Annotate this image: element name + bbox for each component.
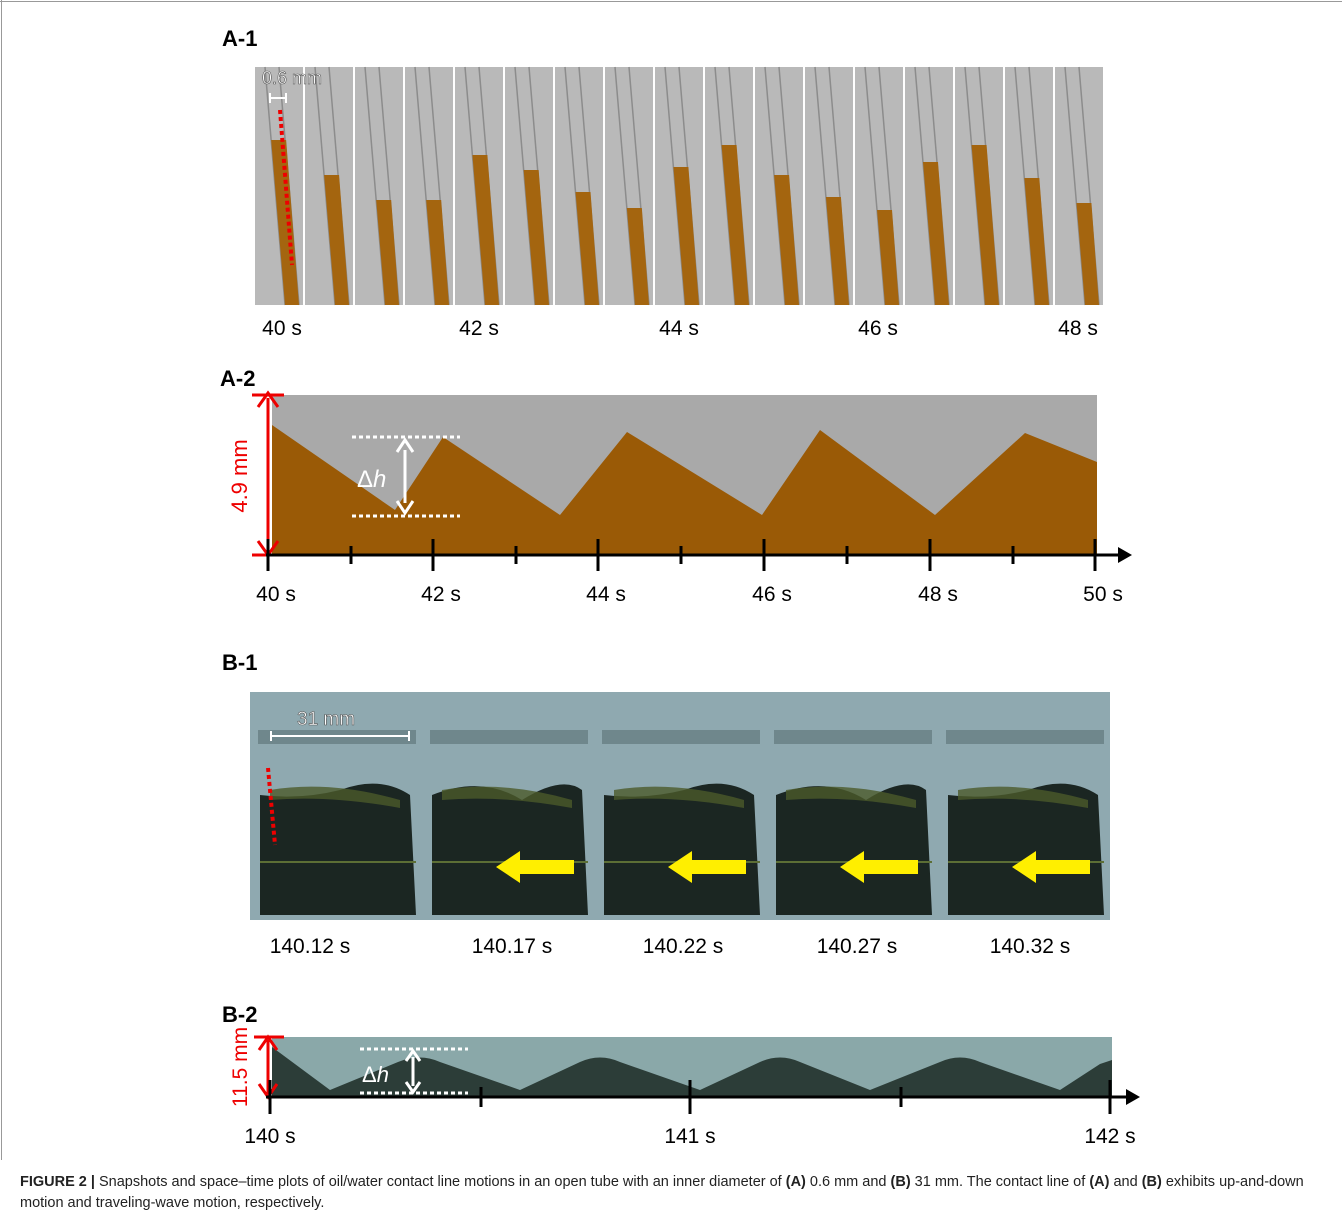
scale-label: 31 mm [297, 709, 355, 730]
oil-column [626, 208, 649, 305]
caption-text: 31 mm. The contact line of [910, 1174, 1090, 1190]
oil-column [324, 175, 349, 305]
panel-label: B-1 [222, 650, 257, 675]
panel-label: B-2 [222, 1002, 257, 1027]
arrow [1012, 851, 1090, 883]
tube-wall [414, 66, 436, 306]
oil-column [721, 145, 749, 305]
height-label: 4.9 mm [227, 439, 252, 512]
oil-column [922, 162, 949, 305]
arrow [668, 851, 746, 883]
wave [272, 1047, 1112, 1097]
caption-text: exhibits up-and-down motion and travelin… [20, 1174, 1304, 1211]
time-label: 40 s [256, 583, 296, 606]
time-label: 44 s [586, 583, 626, 606]
time-label: 140.12 s [270, 935, 351, 958]
snapshots-b: 140.12 s 140.17 s 140.22 s 140.27 s 140.32 s… [250, 692, 1110, 958]
time-label: 140.17 s [472, 935, 553, 958]
caption-text: 0.6 mm and [805, 1174, 891, 1190]
time-label: 42 s [459, 317, 499, 340]
figure: 0.6 mm 40 s 42 s 44 s 46 s 48 s Δh 4.9 mm 40 … [0, 0, 1342, 1160]
time-label: 50 s [1083, 583, 1123, 606]
oil-column [426, 200, 449, 305]
oil-column [877, 210, 899, 305]
delta-label: Δh [362, 1062, 389, 1087]
panel-label: A-2 [220, 366, 255, 391]
time-label: 140.27 s [817, 935, 898, 958]
oil-column [376, 200, 399, 305]
time-label: 48 s [1058, 317, 1098, 340]
caption-text: FIGURE 2 | [20, 1174, 95, 1190]
oil-column [575, 192, 599, 305]
oil-column [1076, 203, 1099, 305]
oil-column [523, 170, 549, 305]
oil [776, 784, 932, 915]
caption-text: (B) [1141, 1174, 1162, 1190]
plot-b: Δh 11.5 mm 140 s 141 s 142 s [229, 1027, 1140, 1148]
arrow [840, 851, 918, 883]
rim [430, 730, 588, 744]
oil-top [442, 786, 572, 808]
scale-bar [270, 731, 410, 741]
time-label: 40 s [262, 317, 302, 340]
axis-arrow [1118, 547, 1132, 563]
tube-wall [1064, 66, 1086, 306]
oil [260, 783, 416, 915]
arrow [496, 851, 574, 883]
oil-top [786, 786, 916, 808]
tube-wall [1014, 66, 1036, 306]
time-label: 142 s [1084, 1125, 1135, 1148]
rim [946, 730, 1104, 744]
axis-arrow [1126, 1089, 1140, 1105]
oil [432, 784, 588, 915]
scale-bar [269, 93, 287, 103]
time-label: 42 s [421, 583, 461, 606]
oil-column [971, 145, 999, 305]
time-label: 140 s [244, 1125, 295, 1148]
tube-wall [264, 66, 286, 306]
panel-label: A-1 [222, 26, 257, 51]
caption-text: (A) [785, 1174, 806, 1190]
rim [774, 730, 932, 744]
time-label: 141 s [664, 1125, 715, 1148]
caption-text: and [1109, 1174, 1142, 1190]
oil-column [825, 197, 849, 305]
time-label: 140.32 s [990, 935, 1071, 958]
rim [602, 730, 760, 744]
caption-text: Snapshots and space–time plots of oil/wa… [94, 1174, 786, 1190]
contact-line [266, 767, 277, 846]
oil-top [270, 786, 400, 808]
tube-wall [364, 66, 386, 306]
time-label: 46 s [858, 317, 898, 340]
time-label: 48 s [918, 583, 958, 606]
snapshots-a: 0.6 mm 40 s 42 s 44 s 46 s 48 s [255, 66, 1103, 340]
scale-label: 0.6 mm [262, 68, 322, 88]
time-label: 46 s [752, 583, 792, 606]
oil-column [1024, 178, 1049, 305]
oil-column [774, 175, 799, 305]
caption-text: (B) [890, 1174, 911, 1190]
arrow-head [404, 1048, 422, 1095]
oil-top [614, 786, 744, 808]
oil [604, 783, 760, 915]
oil-top [958, 786, 1088, 808]
oil-column [673, 167, 699, 305]
caption-text: (A) [1089, 1174, 1110, 1190]
oil [948, 783, 1104, 915]
height-label: 11.5 mm [229, 1027, 252, 1107]
delta-label: Δh [357, 466, 386, 493]
oil-column [472, 155, 499, 305]
contact-line [278, 109, 294, 266]
arrow-head [395, 437, 415, 516]
time-label: 140.22 s [643, 935, 724, 958]
time-label: 44 s [659, 317, 699, 340]
plot-a: Δh 4.9 mm 40 s 42 s 44 s 46 s 48 s 50 s [227, 390, 1132, 606]
wave [272, 425, 1097, 555]
caption: FIGURE 2 | Snapshots and space–time plot… [20, 1172, 1320, 1214]
